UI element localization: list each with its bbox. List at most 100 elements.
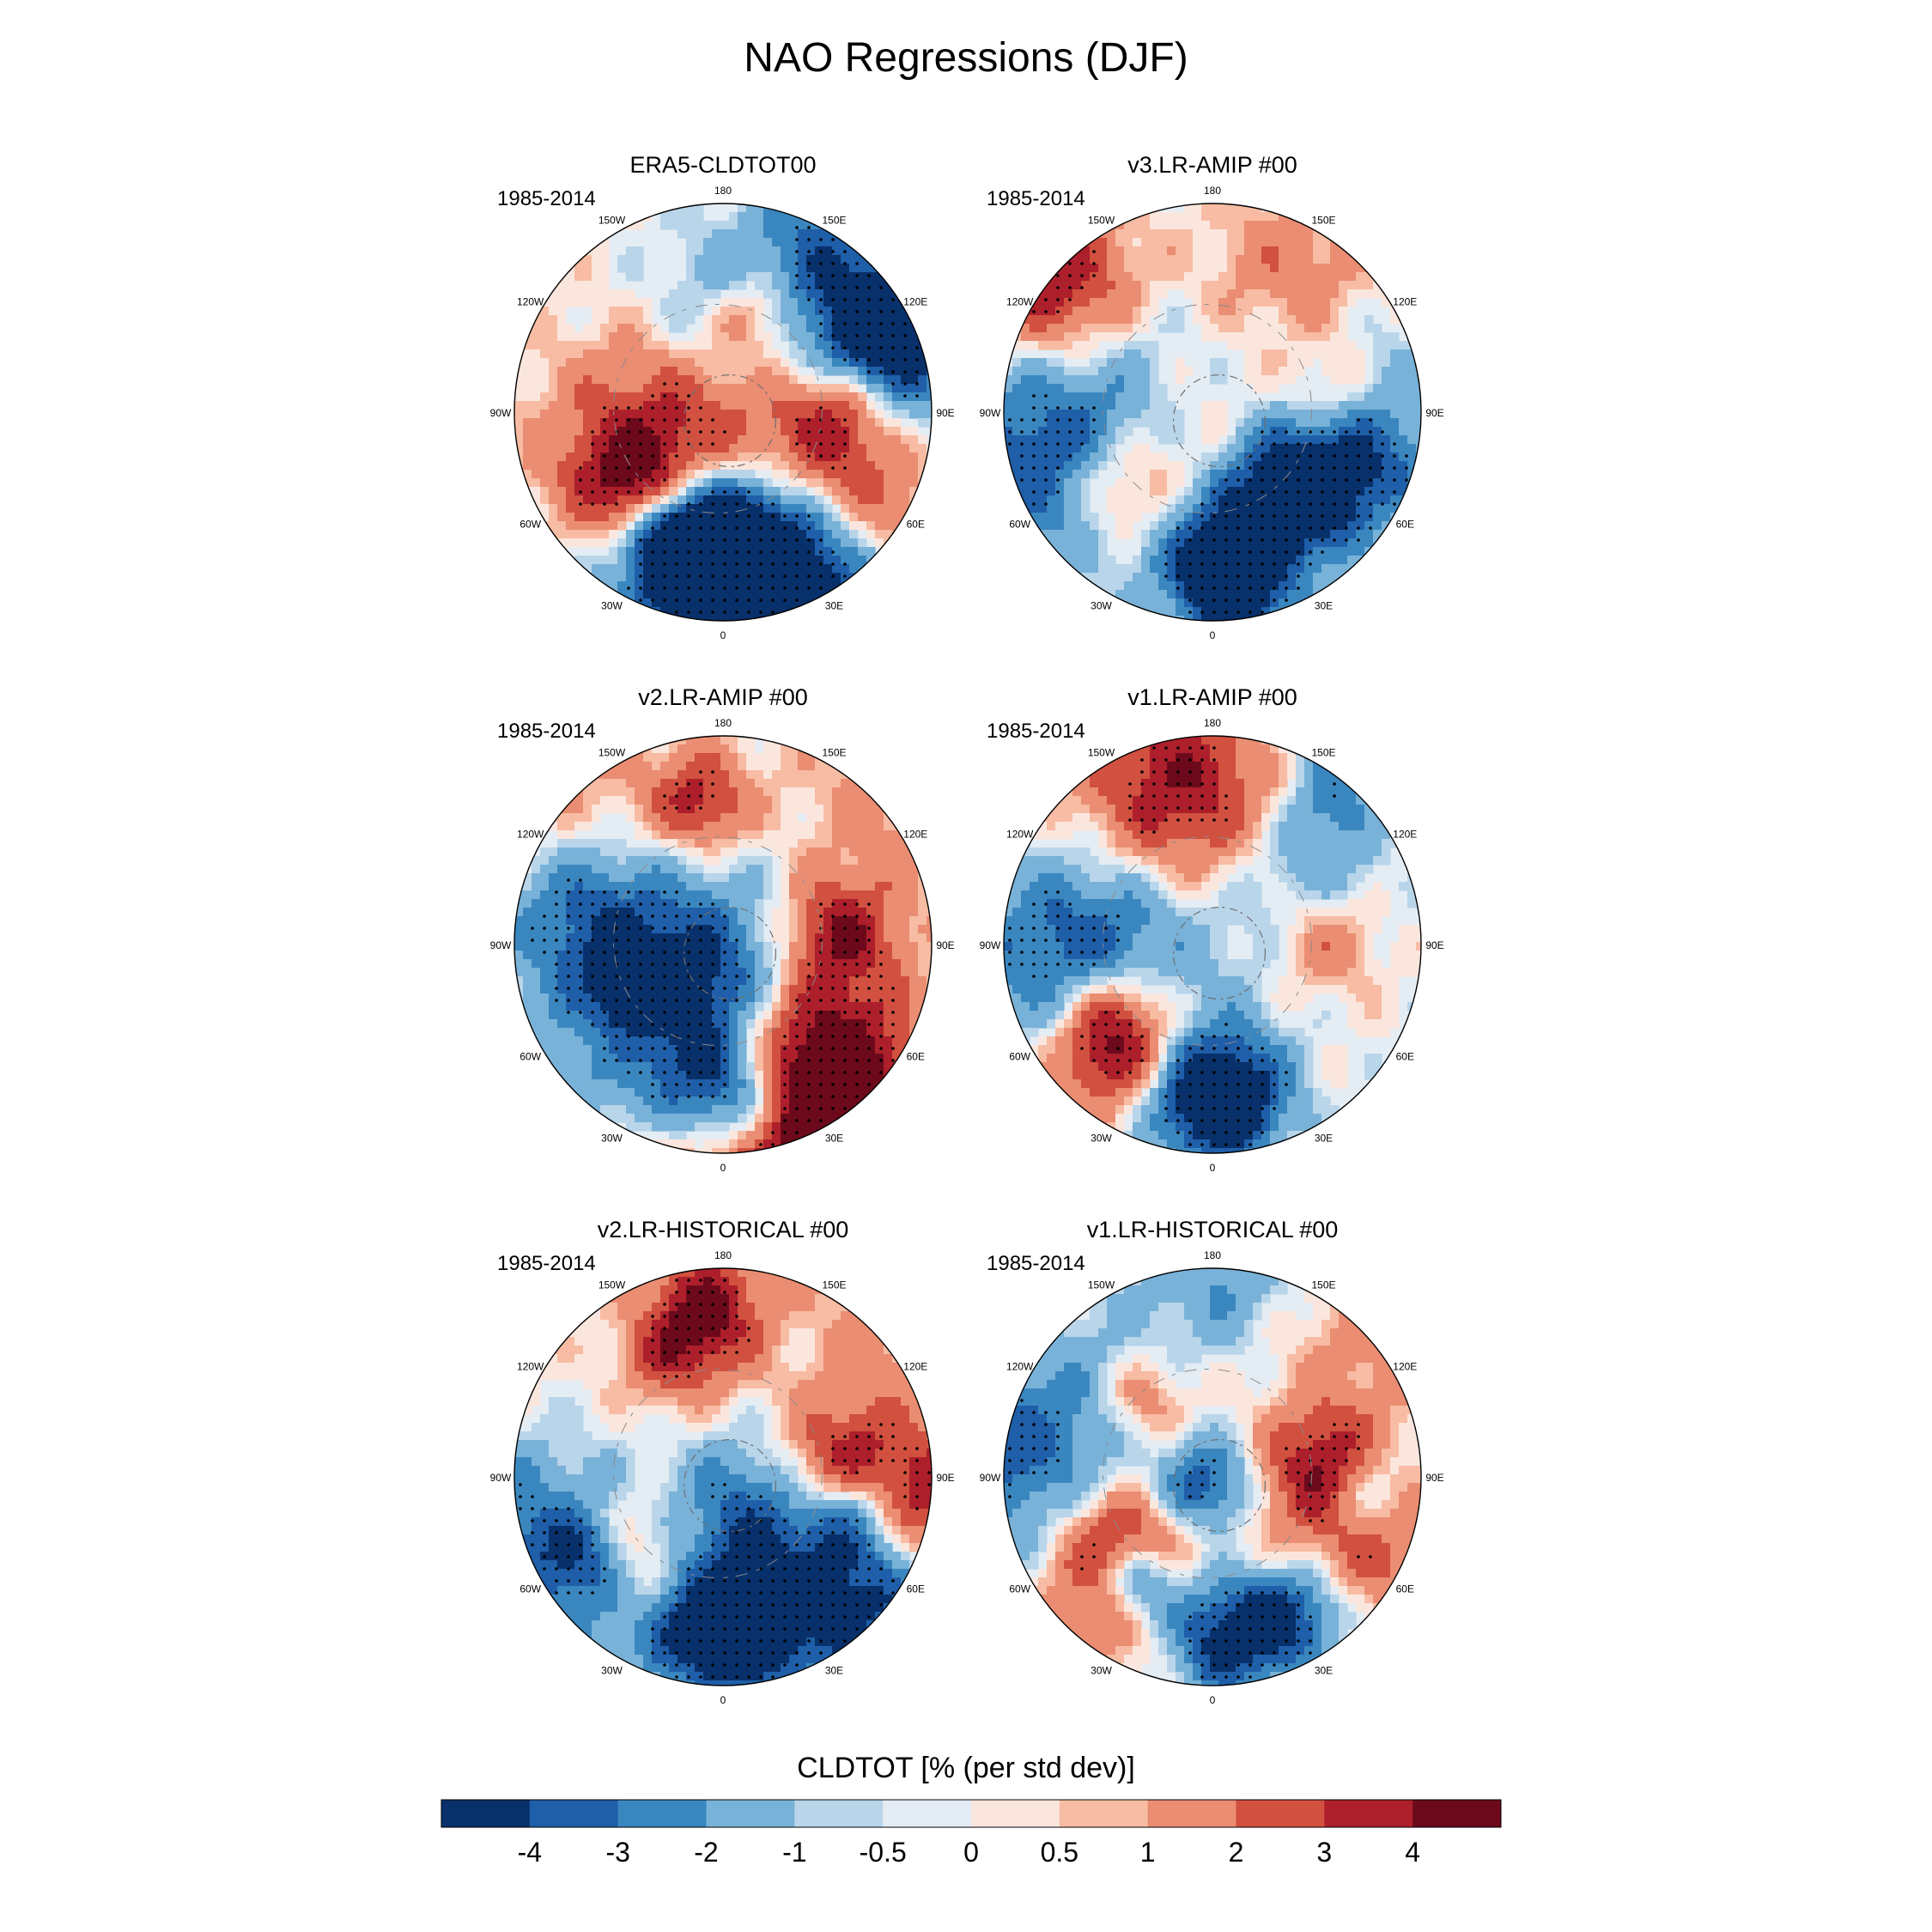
- colorbar-swatch: [1236, 1800, 1325, 1827]
- regression-field: [1004, 736, 1421, 1153]
- colorbar-swatch: [883, 1800, 972, 1827]
- lon-label: 90W: [490, 939, 512, 951]
- panel-title: v1.LR-AMIP #00: [1127, 684, 1297, 710]
- lon-label: 0: [1210, 1162, 1216, 1174]
- map-boundary: [513, 203, 933, 622]
- lon-label: 120W: [517, 296, 544, 308]
- lon-label: 30W: [1091, 1664, 1112, 1676]
- lon-label: 150W: [598, 215, 626, 227]
- lon-label: 30E: [1315, 1664, 1333, 1676]
- colorbar-swatch: [441, 1800, 531, 1827]
- colorbar-tick-label: -2: [694, 1837, 718, 1868]
- lon-label: 30E: [1315, 1132, 1333, 1144]
- lon-label: 90E: [936, 407, 954, 419]
- panel-period: 1985-2014: [497, 1252, 596, 1275]
- panel-period: 1985-2014: [987, 1252, 1085, 1275]
- map-boundary: [1003, 203, 1422, 622]
- lon-label: 120E: [1393, 1361, 1417, 1373]
- colorbar-swatch: [1147, 1800, 1236, 1827]
- lon-label: 120E: [903, 296, 927, 308]
- lon-label: 120W: [517, 829, 544, 841]
- colorbar-swatch: [1413, 1800, 1502, 1827]
- lon-label: 90W: [980, 939, 1001, 951]
- lon-label: 90E: [1425, 939, 1443, 951]
- colorbar-tick-label: 0.5: [1041, 1837, 1078, 1868]
- colorbar-tick-label: 0: [963, 1837, 979, 1868]
- lon-label: 90W: [980, 1472, 1001, 1484]
- lon-label: 60E: [907, 1583, 925, 1595]
- panel-title: v3.LR-AMIP #00: [1127, 152, 1297, 178]
- lon-label: 30E: [1315, 599, 1333, 611]
- colorbar-tick-label: -3: [605, 1837, 629, 1868]
- lon-label: 150W: [598, 1279, 626, 1291]
- panel-title: ERA5-CLDTOT00: [629, 152, 816, 178]
- colorbar-swatch: [617, 1800, 707, 1827]
- colorbar-tick-label: 1: [1140, 1837, 1156, 1868]
- lon-label: 180: [1204, 185, 1221, 197]
- lon-label: 60W: [1009, 519, 1030, 531]
- lon-label: 150E: [822, 747, 846, 759]
- map-panel-2: v3.LR-AMIP #00 1985-2014 180 150E 120E 90E 60E…: [980, 152, 1444, 641]
- panel-title: v2.LR-HISTORICAL #00: [598, 1217, 849, 1242]
- colorbar-tick-label: 4: [1405, 1837, 1420, 1868]
- lon-label: 180: [714, 185, 732, 197]
- colorbar-swatch: [794, 1800, 884, 1827]
- lon-label: 30W: [601, 599, 623, 611]
- regression-field: [1004, 204, 1421, 621]
- lon-label: 180: [714, 717, 732, 729]
- lon-label: 30E: [825, 1664, 843, 1676]
- lon-label: 60W: [519, 519, 541, 531]
- lon-label: 150W: [1088, 215, 1115, 227]
- colorbar-swatch: [529, 1800, 619, 1827]
- lon-label: 150W: [598, 747, 626, 759]
- lon-label: 90W: [980, 407, 1001, 419]
- lon-label: 60W: [1009, 1051, 1030, 1063]
- regression-field: [514, 204, 932, 621]
- panel-title: v1.LR-HISTORICAL #00: [1087, 1217, 1339, 1242]
- colorbar-title: CLDTOT [% (per std dev)]: [797, 1752, 1135, 1784]
- map-panel-4: v1.LR-AMIP #00 1985-2014 180 150E 120E 90E 60E…: [980, 684, 1444, 1174]
- map-panel-3: v2.LR-AMIP #00 1985-2014 180 150E 120E 90E 60E…: [490, 684, 955, 1174]
- lon-label: 30W: [601, 1132, 623, 1144]
- lon-label: 60E: [1396, 1051, 1414, 1063]
- lon-label: 120E: [1393, 829, 1417, 841]
- lon-label: 120W: [517, 1361, 544, 1373]
- lon-label: 90E: [1425, 407, 1443, 419]
- lon-label: 120E: [903, 829, 927, 841]
- colorbar-tick-label: 3: [1316, 1837, 1332, 1868]
- map-panel-1: ERA5-CLDTOT00 1985-2014 180 150E 120E 90E 60E 3…: [490, 152, 955, 641]
- lon-label: 60E: [1396, 519, 1414, 531]
- lon-label: 90E: [936, 939, 954, 951]
- lon-label: 120E: [1393, 296, 1417, 308]
- lon-label: 180: [714, 1249, 732, 1261]
- lon-label: 120W: [1006, 1361, 1034, 1373]
- colorbar-tick-label: -1: [782, 1837, 806, 1868]
- regression-field: [514, 736, 932, 1153]
- lon-label: 60E: [907, 1051, 925, 1063]
- lon-label: 120W: [1006, 296, 1034, 308]
- panel-period: 1985-2014: [987, 187, 1085, 210]
- main-title: NAO Regressions (DJF): [744, 35, 1188, 81]
- colorbar-tick-label: -0.5: [860, 1837, 907, 1868]
- map-boundary: [1003, 1267, 1422, 1686]
- lon-label: 0: [1210, 1694, 1216, 1706]
- lon-label: 30E: [825, 1132, 843, 1144]
- lon-label: 180: [1204, 717, 1221, 729]
- lon-label: 90E: [1425, 1472, 1443, 1484]
- lon-label: 60W: [519, 1051, 541, 1063]
- lon-label: 120W: [1006, 829, 1034, 841]
- colorbar-swatch: [1324, 1800, 1413, 1827]
- lon-label: 0: [720, 1162, 726, 1174]
- panel-period: 1985-2014: [987, 720, 1085, 743]
- lon-label: 90W: [490, 1472, 512, 1484]
- lon-label: 120E: [903, 1361, 927, 1373]
- lon-label: 0: [1210, 629, 1216, 641]
- lon-label: 30W: [1091, 599, 1112, 611]
- panel-period: 1985-2014: [497, 187, 596, 210]
- regression-field: [514, 1268, 932, 1686]
- lon-label: 180: [1204, 1249, 1221, 1261]
- lon-label: 150E: [822, 215, 846, 227]
